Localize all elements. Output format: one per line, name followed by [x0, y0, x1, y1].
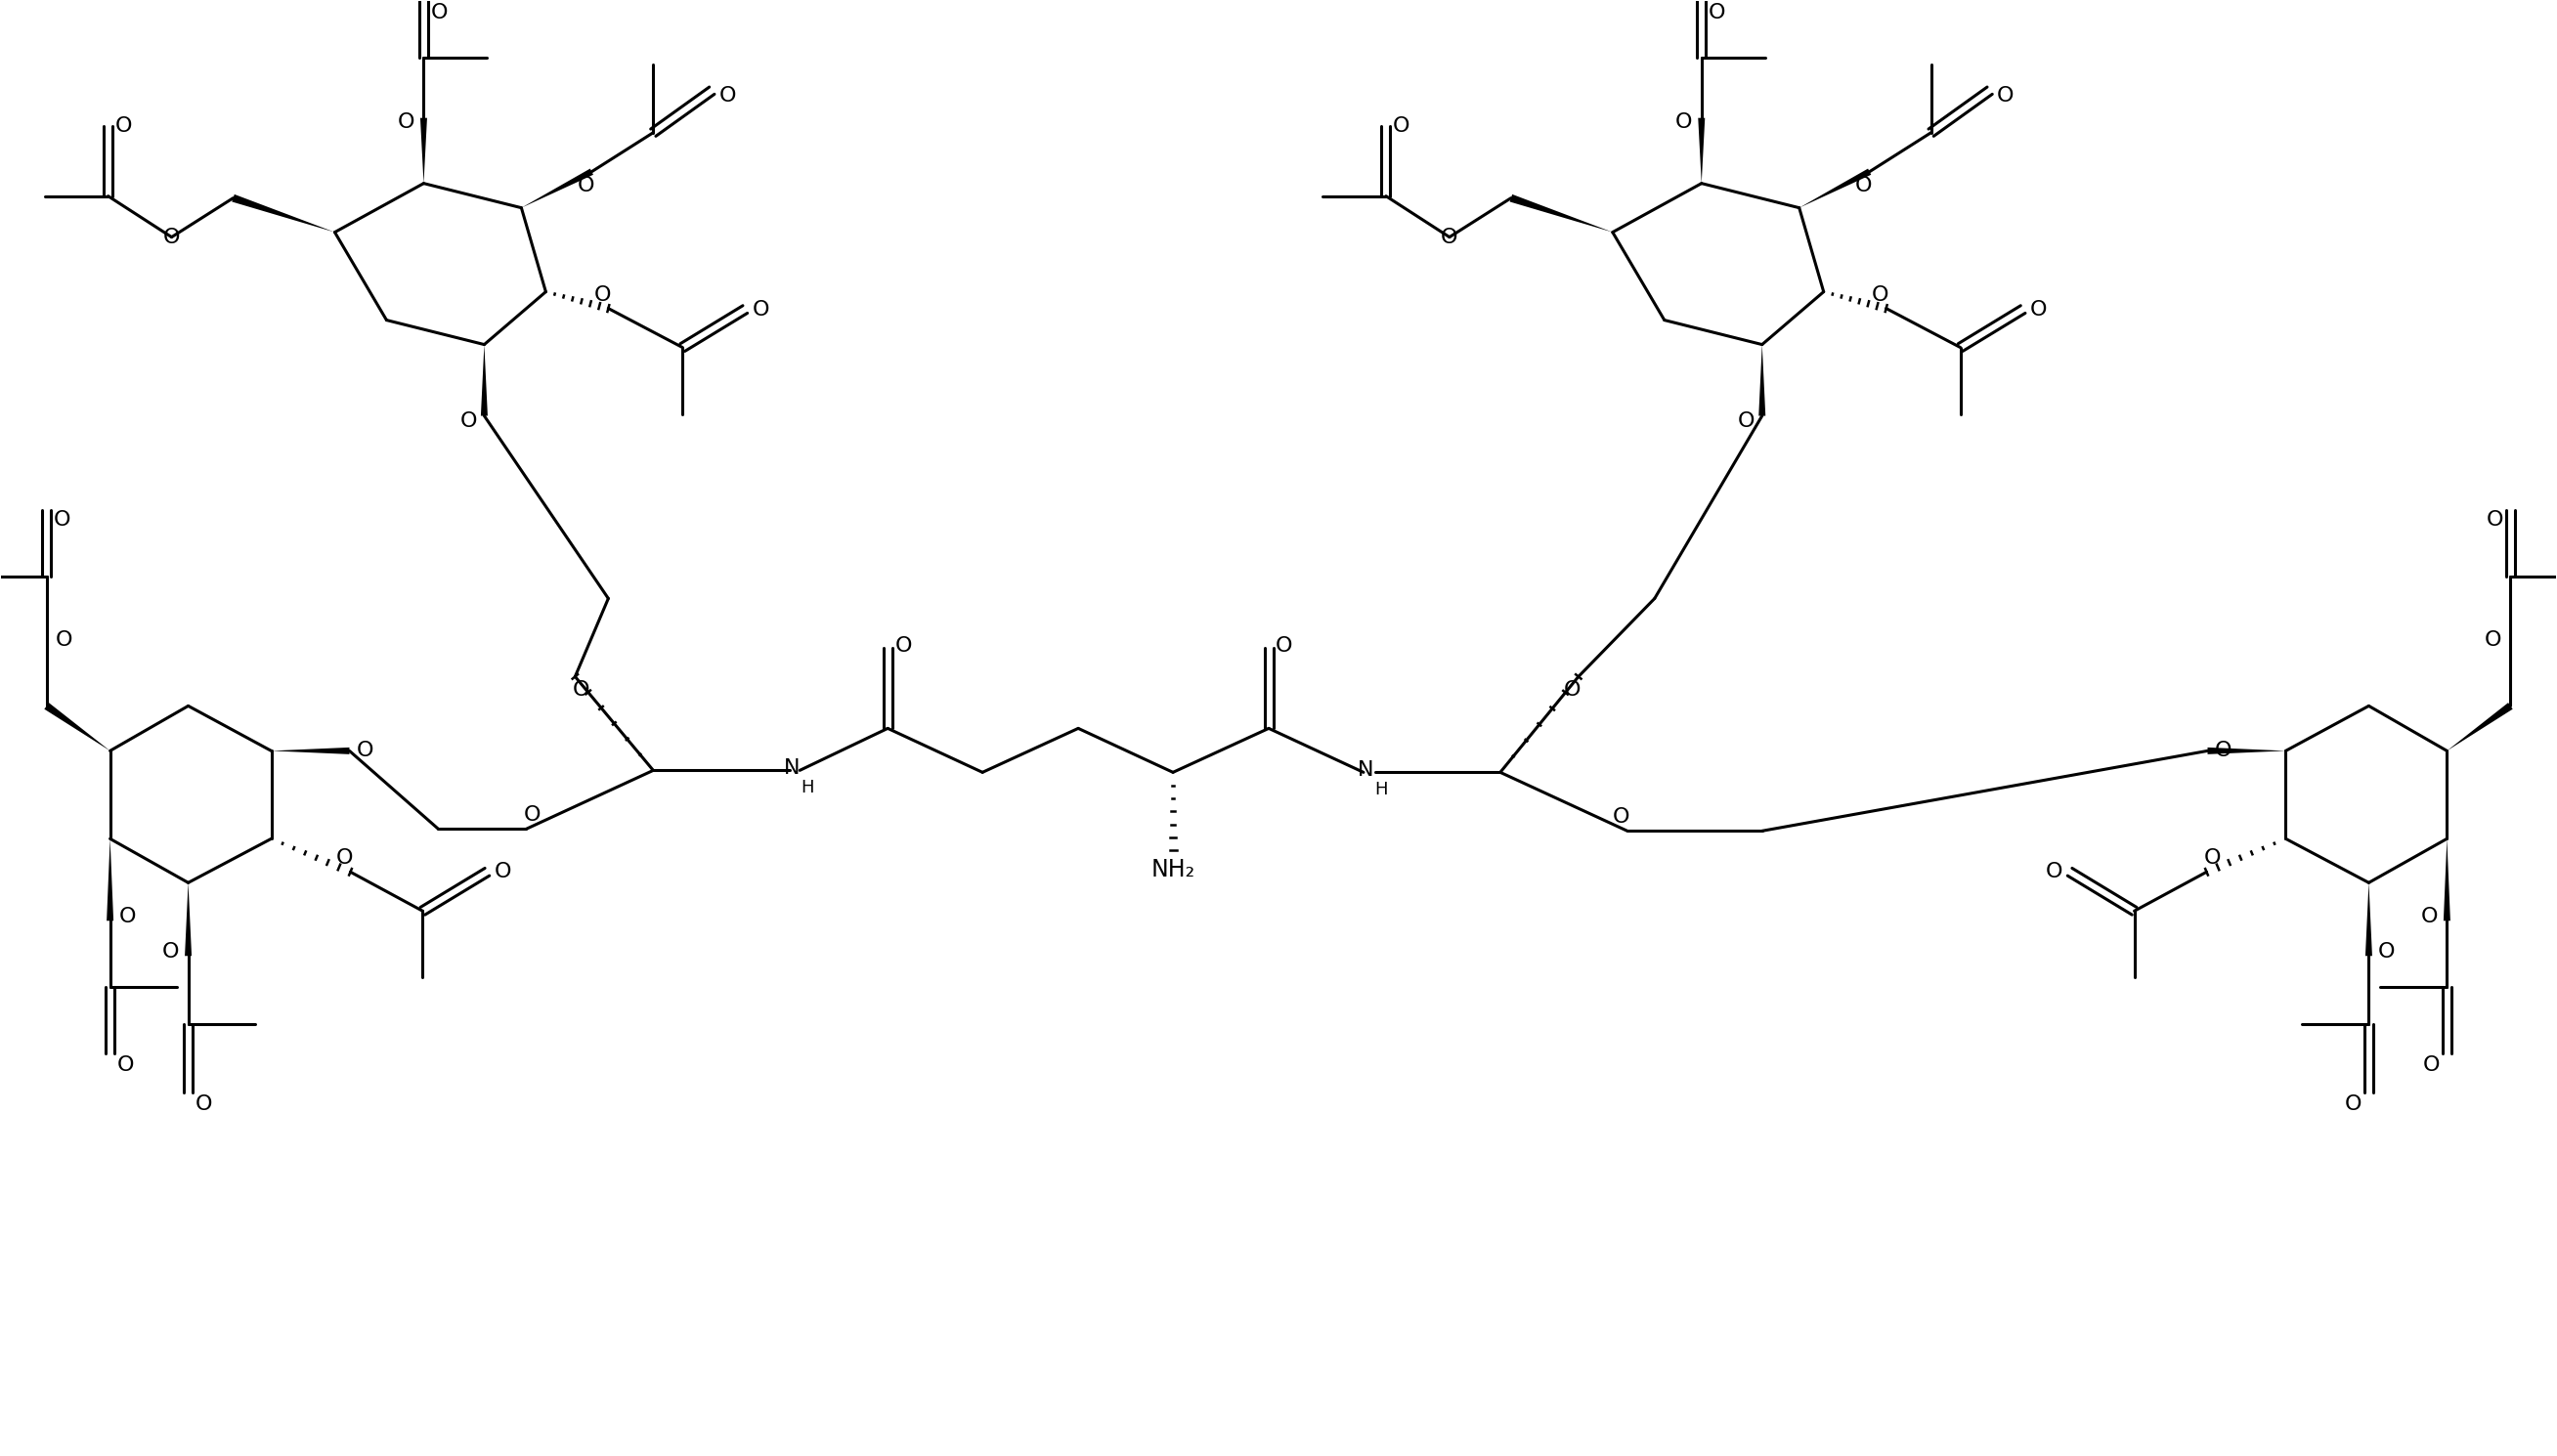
Text: O: O: [2204, 849, 2222, 868]
Polygon shape: [184, 882, 192, 957]
Text: O: O: [1442, 227, 1457, 248]
Text: O: O: [2485, 511, 2503, 530]
Text: O: O: [1997, 86, 2015, 105]
Text: O: O: [1739, 411, 1754, 431]
Text: O: O: [54, 511, 72, 530]
Polygon shape: [419, 118, 427, 183]
Polygon shape: [2365, 882, 2373, 957]
Text: O: O: [895, 636, 913, 657]
Text: O: O: [1565, 680, 1580, 700]
Text: O: O: [593, 285, 611, 304]
Text: O: O: [460, 411, 478, 431]
Text: O: O: [2030, 300, 2048, 319]
Text: O: O: [573, 680, 591, 700]
Text: O: O: [115, 116, 133, 135]
Polygon shape: [1800, 169, 1872, 208]
Text: H: H: [800, 779, 813, 796]
Polygon shape: [271, 747, 350, 754]
Text: O: O: [494, 862, 511, 882]
Text: O: O: [2214, 741, 2232, 760]
Polygon shape: [1759, 345, 1764, 416]
Polygon shape: [2207, 747, 2286, 754]
Text: O: O: [1276, 636, 1294, 657]
Text: O: O: [1708, 3, 1726, 22]
Polygon shape: [233, 194, 335, 232]
Text: O: O: [1394, 116, 1409, 135]
Text: O: O: [335, 849, 353, 868]
Text: O: O: [56, 630, 72, 651]
Text: O: O: [2046, 862, 2063, 882]
Text: O: O: [1675, 112, 1693, 131]
Text: O: O: [578, 176, 593, 195]
Polygon shape: [522, 169, 593, 208]
Text: O: O: [719, 86, 736, 105]
Text: O: O: [194, 1095, 212, 1114]
Polygon shape: [1698, 118, 1706, 183]
Polygon shape: [2447, 703, 2514, 751]
Text: NH₂: NH₂: [1151, 858, 1194, 882]
Text: O: O: [164, 227, 179, 248]
Polygon shape: [1509, 194, 1613, 232]
Text: O: O: [2378, 942, 2396, 962]
Polygon shape: [107, 839, 113, 920]
Text: O: O: [118, 1056, 136, 1075]
Text: O: O: [752, 300, 770, 319]
Text: O: O: [1856, 176, 1872, 195]
Polygon shape: [2444, 839, 2450, 920]
Polygon shape: [481, 345, 488, 416]
Text: H: H: [1376, 780, 1388, 799]
Text: O: O: [430, 3, 447, 22]
Text: O: O: [2485, 630, 2501, 651]
Text: O: O: [2345, 1095, 2363, 1114]
Polygon shape: [43, 703, 110, 751]
Text: O: O: [1872, 285, 1890, 304]
Text: O: O: [2421, 1056, 2439, 1075]
Text: O: O: [1613, 808, 1629, 827]
Text: O: O: [2421, 907, 2437, 926]
Text: N: N: [785, 759, 800, 778]
Text: O: O: [396, 112, 414, 131]
Text: O: O: [161, 942, 179, 962]
Text: O: O: [524, 805, 540, 826]
Text: O: O: [355, 741, 373, 760]
Text: N: N: [1358, 760, 1373, 780]
Text: O: O: [120, 907, 136, 926]
